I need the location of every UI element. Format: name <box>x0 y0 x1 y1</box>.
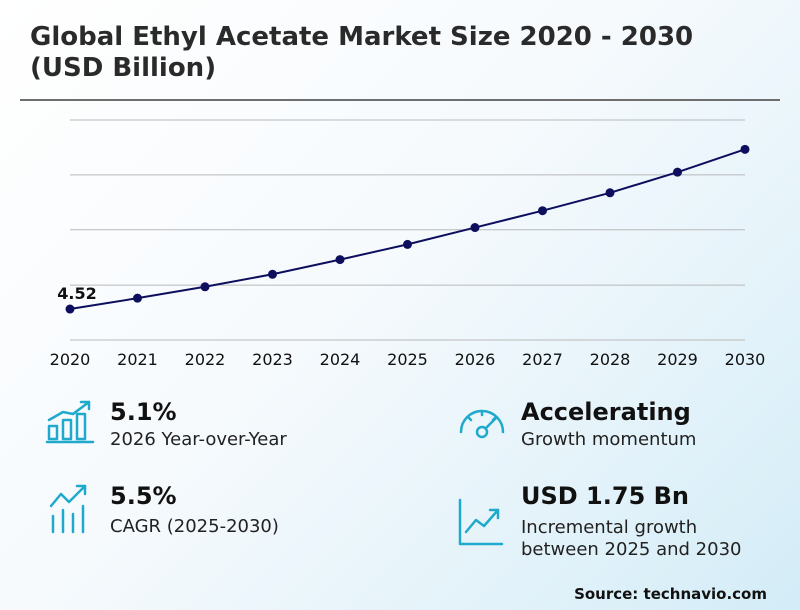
cagr-label: CAGR (2025-2030) <box>110 516 279 537</box>
gauge-icon <box>459 409 505 439</box>
data-point <box>133 293 142 303</box>
data-point <box>605 188 615 198</box>
data-point <box>403 239 412 249</box>
incremental-label-line2: between 2025 and 2030 <box>521 539 742 560</box>
data-point <box>538 206 547 216</box>
data-labels: 4.52 <box>57 284 96 303</box>
trend-bars-icon <box>49 484 87 534</box>
incremental-label-line1: Incremental growth <box>521 517 698 538</box>
x-tick-label: 2023 <box>252 350 293 369</box>
incremental-value: USD 1.75 Bn <box>521 482 689 510</box>
data-label: 4.52 <box>57 284 96 303</box>
gridlines <box>70 119 745 341</box>
x-tick-label: 2026 <box>455 350 496 369</box>
x-tick-label: 2020 <box>50 350 91 369</box>
momentum-value: Accelerating <box>521 398 691 426</box>
stat-momentum: Accelerating Growth momentum <box>456 398 776 458</box>
data-point <box>200 282 210 292</box>
x-tick-label: 2022 <box>185 350 226 369</box>
data-point <box>740 144 750 154</box>
x-tick-label: 2025 <box>387 350 428 369</box>
series-points <box>65 144 750 314</box>
data-point <box>268 269 277 279</box>
data-point <box>470 223 480 233</box>
yoy-value: 5.1% <box>110 398 177 426</box>
chart-title: Global Ethyl Acetate Market Size 2020 - … <box>30 22 694 83</box>
momentum-label: Growth momentum <box>521 429 697 450</box>
source-credit: Source: technavio.com <box>574 585 767 603</box>
x-tick-label: 2024 <box>320 350 361 369</box>
data-point <box>335 255 345 265</box>
yoy-label: 2026 Year-over-Year <box>110 429 287 450</box>
line-chart: 2020 2021 2022 2023 2024 2025 2026 2027 2028 2029… <box>50 119 766 369</box>
x-tick-label: 2021 <box>117 350 158 369</box>
title-divider <box>20 99 780 101</box>
x-tick-label: 2030 <box>725 350 766 369</box>
cagr-value: 5.5% <box>110 482 177 510</box>
x-tick-label: 2028 <box>590 350 631 369</box>
x-tick-label: 2027 <box>522 350 563 369</box>
data-point <box>673 167 682 177</box>
data-point <box>65 304 75 314</box>
stat-cagr: 5.5% CAGR (2025-2030) <box>45 482 365 542</box>
x-tick-label: 2029 <box>657 350 698 369</box>
bar-growth-icon <box>45 400 95 444</box>
x-axis-ticks: 2020 2021 2022 2023 2024 2025 2026 2027 2028 2029… <box>50 350 766 369</box>
stat-incremental: USD 1.75 Bn Incremental growth between 2… <box>456 482 786 562</box>
stat-yoy: 5.1% 2026 Year-over-Year <box>45 398 365 458</box>
line-chart-icon <box>458 498 504 546</box>
